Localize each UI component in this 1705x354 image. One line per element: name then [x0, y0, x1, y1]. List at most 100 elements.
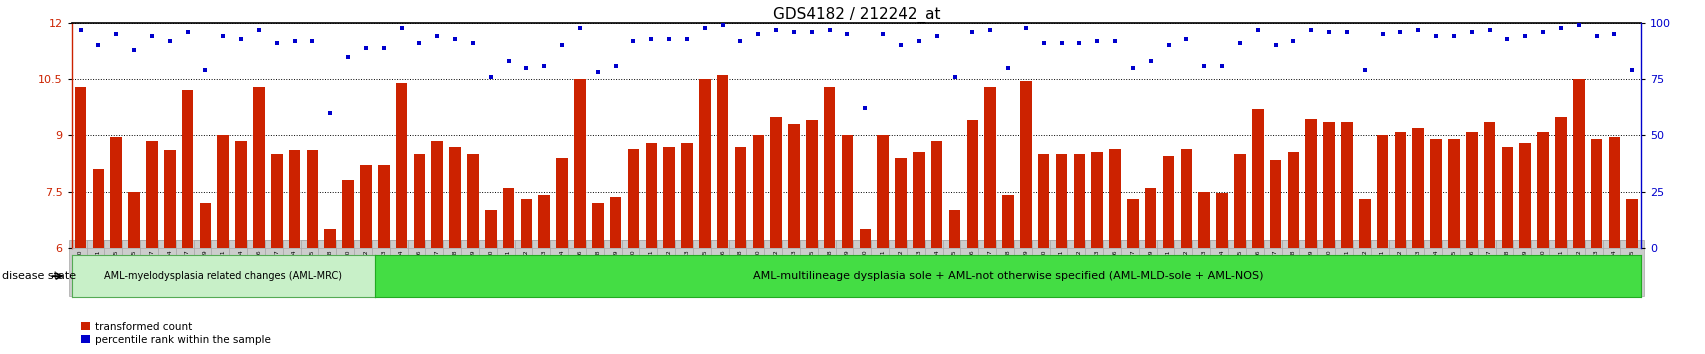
- Point: [815, 27, 842, 33]
- Point: [513, 65, 540, 71]
- Bar: [1304, 119, 1316, 248]
- Point: [298, 38, 326, 44]
- Point: [370, 45, 397, 51]
- Point: [851, 105, 878, 111]
- Bar: [539, 195, 549, 248]
- Bar: [271, 154, 283, 248]
- Point: [138, 34, 165, 39]
- Point: [1350, 67, 1378, 73]
- Point: [121, 47, 148, 53]
- Point: [1511, 34, 1538, 39]
- Point: [66, 27, 94, 33]
- Point: [102, 32, 130, 37]
- Point: [174, 29, 201, 35]
- Bar: [252, 87, 264, 248]
- Point: [530, 63, 558, 69]
- Point: [210, 34, 237, 39]
- Bar: [556, 158, 568, 248]
- Bar: [1429, 139, 1441, 248]
- Bar: [503, 188, 515, 248]
- Bar: [307, 150, 319, 248]
- Bar: [1180, 149, 1192, 248]
- Bar: [1144, 188, 1156, 248]
- Point: [1367, 32, 1395, 37]
- Point: [762, 27, 789, 33]
- Bar: [663, 147, 675, 248]
- Bar: [1340, 122, 1352, 248]
- Point: [638, 36, 665, 41]
- Bar: [324, 229, 336, 248]
- Bar: [1197, 192, 1209, 248]
- Point: [975, 27, 1003, 33]
- Bar: [1287, 152, 1299, 248]
- Bar: [1323, 122, 1333, 248]
- Point: [1136, 58, 1163, 64]
- Bar: [288, 150, 300, 248]
- Bar: [1465, 132, 1477, 248]
- Point: [1422, 34, 1449, 39]
- Bar: [396, 83, 407, 248]
- Text: AML-myelodysplasia related changes (AML-MRC): AML-myelodysplasia related changes (AML-…: [104, 271, 343, 281]
- Point: [85, 42, 113, 48]
- Bar: [1483, 122, 1495, 248]
- Point: [1207, 63, 1234, 69]
- Point: [779, 29, 806, 35]
- Bar: [735, 147, 745, 248]
- Point: [1458, 29, 1485, 35]
- Point: [1101, 38, 1129, 44]
- Bar: [1037, 154, 1049, 248]
- Point: [406, 40, 433, 46]
- Point: [1243, 27, 1270, 33]
- Bar: [235, 141, 247, 248]
- Point: [351, 45, 379, 51]
- Bar: [644, 143, 656, 248]
- Point: [798, 29, 825, 35]
- Bar: [859, 229, 871, 248]
- Point: [691, 25, 718, 30]
- Point: [834, 32, 861, 37]
- Point: [1047, 40, 1074, 46]
- Bar: [948, 210, 960, 248]
- Point: [1171, 36, 1199, 41]
- Bar: [967, 120, 977, 248]
- Bar: [895, 158, 907, 248]
- Bar: [1072, 154, 1084, 248]
- Bar: [841, 135, 852, 248]
- Bar: [1376, 135, 1388, 248]
- Point: [477, 74, 505, 80]
- Title: GDS4182 / 212242_at: GDS4182 / 212242_at: [772, 7, 939, 23]
- Text: disease state: disease state: [2, 271, 75, 281]
- Bar: [1163, 156, 1173, 248]
- Bar: [379, 165, 389, 248]
- Bar: [128, 192, 140, 248]
- Point: [887, 42, 914, 48]
- Bar: [680, 143, 692, 248]
- Point: [726, 38, 754, 44]
- Point: [994, 65, 1021, 71]
- Point: [566, 25, 593, 30]
- Bar: [182, 91, 193, 248]
- Point: [1030, 40, 1057, 46]
- Bar: [1536, 132, 1548, 248]
- Bar: [592, 203, 604, 248]
- Point: [583, 70, 610, 75]
- Point: [1494, 36, 1521, 41]
- Bar: [824, 87, 835, 248]
- Point: [459, 40, 486, 46]
- Point: [1279, 38, 1306, 44]
- Bar: [771, 117, 781, 248]
- Bar: [805, 120, 817, 248]
- Point: [317, 110, 344, 116]
- Point: [905, 38, 933, 44]
- Point: [1582, 34, 1610, 39]
- Bar: [1001, 195, 1013, 248]
- Bar: [1519, 143, 1529, 248]
- Bar: [699, 79, 711, 248]
- Bar: [343, 181, 353, 248]
- Bar: [1448, 139, 1459, 248]
- Point: [1298, 27, 1325, 33]
- Point: [1563, 22, 1591, 28]
- Bar: [1020, 81, 1032, 248]
- Point: [1439, 34, 1466, 39]
- Bar: [1233, 154, 1245, 248]
